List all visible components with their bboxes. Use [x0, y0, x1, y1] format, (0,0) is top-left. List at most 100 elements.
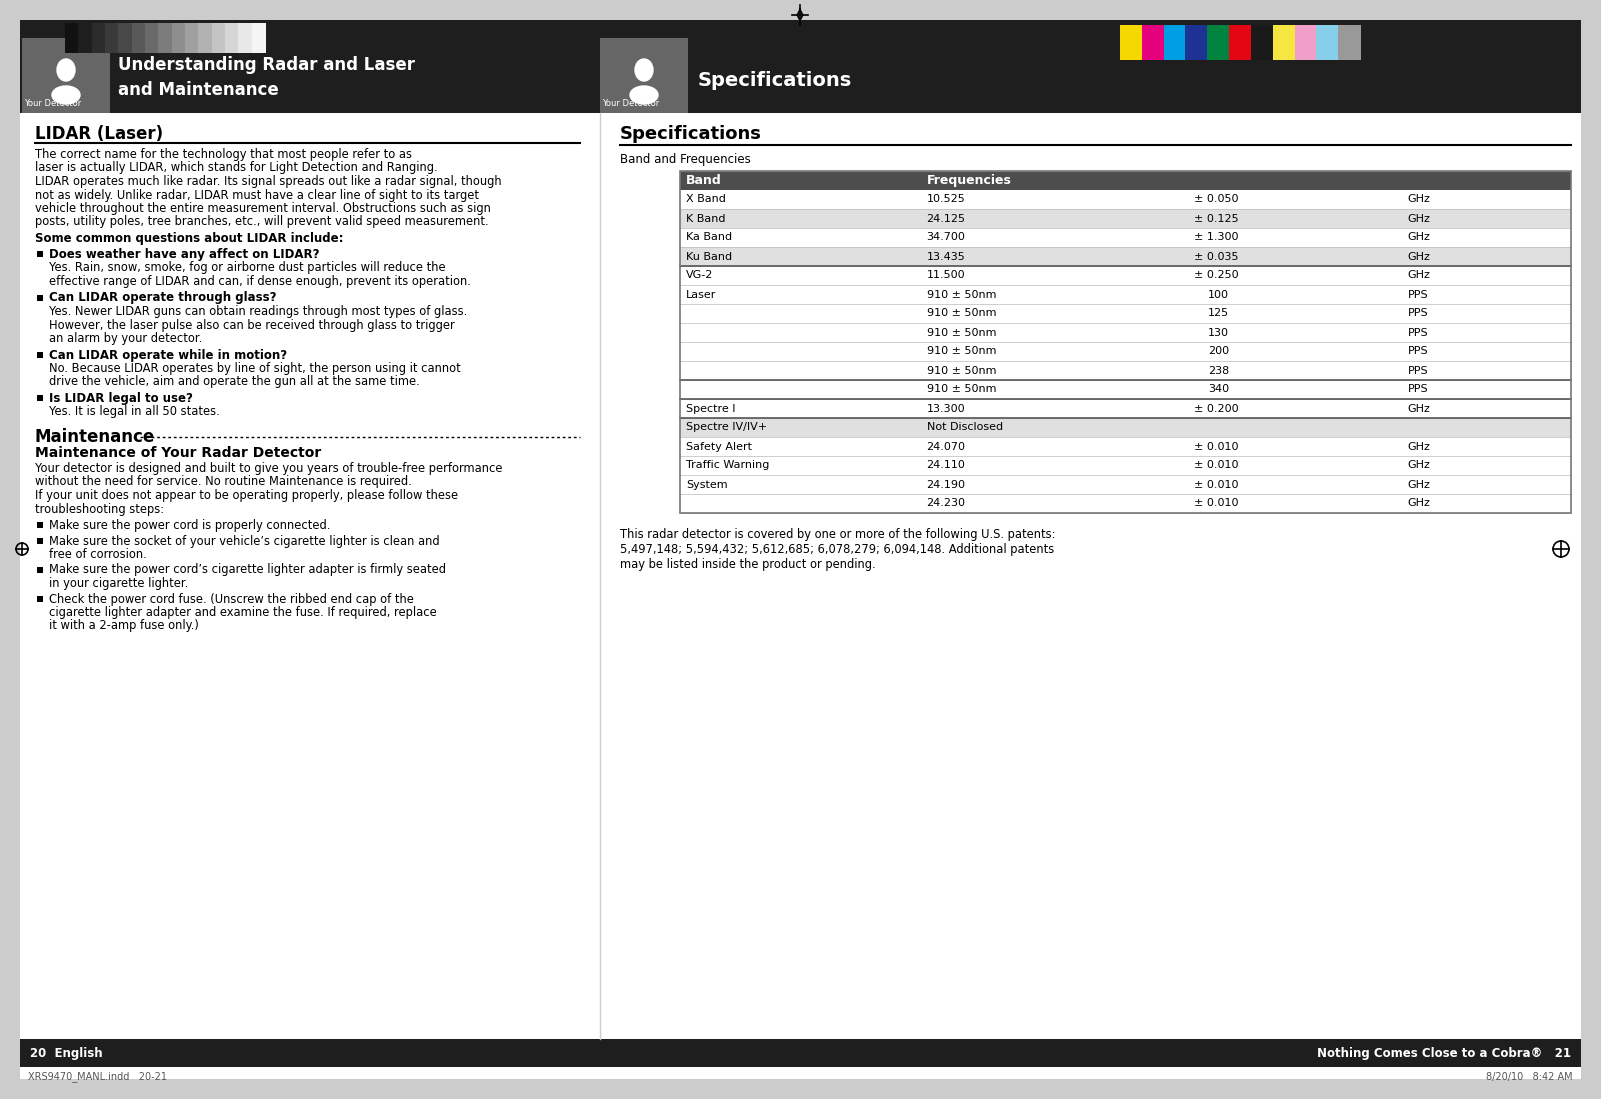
Bar: [22, 38, 110, 113]
Text: GHz: GHz: [1407, 233, 1431, 243]
Text: 910 ± 50nm: 910 ± 50nm: [927, 328, 996, 337]
Bar: [37, 596, 43, 601]
Text: System: System: [685, 479, 727, 489]
Bar: [37, 566, 43, 573]
Bar: [1295, 25, 1318, 60]
Text: Ka Band: Ka Band: [685, 233, 732, 243]
Text: without the need for service. No routine Maintenance is required.: without the need for service. No routine…: [35, 476, 411, 488]
Bar: [680, 493, 1571, 513]
Text: 11.500: 11.500: [927, 270, 965, 280]
Bar: [680, 399, 1571, 418]
Text: 10.525: 10.525: [927, 195, 965, 204]
Text: X Band: X Band: [685, 195, 725, 204]
Bar: [1273, 25, 1295, 60]
Text: GHz: GHz: [1407, 195, 1431, 204]
Text: However, the laser pulse also can be received through glass to trigger: However, the laser pulse also can be rec…: [50, 319, 455, 332]
Text: PPS: PPS: [1407, 328, 1428, 337]
Text: 8/20/10   8:42 AM: 8/20/10 8:42 AM: [1486, 1072, 1574, 1083]
Bar: [600, 38, 688, 113]
Text: Spectre I: Spectre I: [685, 403, 735, 413]
Text: 910 ± 50nm: 910 ± 50nm: [927, 366, 996, 376]
Text: Spectre IV/IV+: Spectre IV/IV+: [685, 422, 767, 433]
Bar: [680, 266, 1571, 285]
Bar: [1250, 25, 1273, 60]
Bar: [146, 23, 158, 53]
Bar: [19, 1039, 1582, 1067]
Bar: [680, 475, 1571, 493]
Bar: [37, 537, 43, 544]
Bar: [91, 23, 106, 53]
Text: 13.300: 13.300: [927, 403, 965, 413]
Bar: [37, 295, 43, 300]
Text: 340: 340: [1207, 385, 1230, 395]
Bar: [251, 23, 266, 53]
Text: 34.700: 34.700: [927, 233, 965, 243]
Bar: [1185, 25, 1207, 60]
Text: The correct name for the technology that most people refer to as: The correct name for the technology that…: [35, 148, 411, 160]
Text: Not Disclosed: Not Disclosed: [927, 422, 1002, 433]
Text: Band: Band: [685, 174, 722, 187]
Ellipse shape: [636, 59, 653, 81]
Text: This radar detector is covered by one or more of the following U.S. patents:
5,4: This radar detector is covered by one or…: [620, 528, 1055, 571]
Text: not as widely. Unlike radar, LIDAR must have a clear line of sight to its target: not as widely. Unlike radar, LIDAR must …: [35, 189, 479, 201]
Bar: [171, 23, 186, 53]
Bar: [680, 360, 1571, 380]
Bar: [680, 209, 1571, 227]
Bar: [1316, 25, 1338, 60]
Bar: [680, 418, 1571, 437]
Text: and Maintenance: and Maintenance: [118, 81, 279, 99]
Text: ± 0.250: ± 0.250: [1194, 270, 1239, 280]
Text: Yes. It is legal in all 50 states.: Yes. It is legal in all 50 states.: [50, 406, 219, 419]
Bar: [19, 20, 600, 113]
Bar: [680, 342, 1571, 360]
Text: 910 ± 50nm: 910 ± 50nm: [927, 309, 996, 319]
Text: laser is actually LIDAR, which stands for Light Detection and Ranging.: laser is actually LIDAR, which stands fo…: [35, 162, 437, 175]
Bar: [239, 23, 253, 53]
Text: ± 0.010: ± 0.010: [1194, 442, 1238, 452]
Bar: [118, 23, 133, 53]
Ellipse shape: [51, 86, 80, 104]
Bar: [1338, 25, 1361, 60]
Bar: [680, 171, 1571, 513]
Bar: [66, 23, 78, 53]
Text: 24.125: 24.125: [927, 213, 965, 223]
Bar: [37, 352, 43, 357]
Text: ± 0.010: ± 0.010: [1194, 499, 1238, 509]
Text: LIDAR operates much like radar. Its signal spreads out like a radar signal, thou: LIDAR operates much like radar. Its sign…: [35, 175, 501, 188]
Text: Yes. Rain, snow, smoke, fog or airborne dust particles will reduce the: Yes. Rain, snow, smoke, fog or airborne …: [50, 262, 445, 275]
Text: Laser: Laser: [685, 289, 716, 300]
Bar: [680, 437, 1571, 456]
Text: GHz: GHz: [1407, 479, 1431, 489]
Text: 910 ± 50nm: 910 ± 50nm: [927, 346, 996, 356]
Text: 130: 130: [1207, 328, 1230, 337]
Text: GHz: GHz: [1407, 213, 1431, 223]
Bar: [78, 23, 93, 53]
Text: Yes. Newer LIDAR guns can obtain readings through most types of glass.: Yes. Newer LIDAR guns can obtain reading…: [50, 306, 467, 318]
Text: VG-2: VG-2: [685, 270, 714, 280]
Text: 910 ± 50nm: 910 ± 50nm: [927, 385, 996, 395]
Bar: [600, 20, 1582, 113]
Text: Can LIDAR operate through glass?: Can LIDAR operate through glass?: [50, 291, 277, 304]
Bar: [680, 380, 1571, 399]
Text: ± 0.010: ± 0.010: [1194, 479, 1238, 489]
Text: Maintenance: Maintenance: [35, 428, 155, 446]
Text: PPS: PPS: [1407, 289, 1428, 300]
Text: Understanding Radar and Laser: Understanding Radar and Laser: [118, 56, 415, 74]
Text: Nothing Comes Close to a Cobra®   21: Nothing Comes Close to a Cobra® 21: [1318, 1046, 1571, 1059]
Text: it with a 2-amp fuse only.): it with a 2-amp fuse only.): [50, 620, 199, 633]
Bar: [158, 23, 173, 53]
Bar: [680, 190, 1571, 209]
Bar: [680, 304, 1571, 323]
Bar: [680, 171, 1571, 190]
Text: GHz: GHz: [1407, 499, 1431, 509]
Text: ± 0.050: ± 0.050: [1194, 195, 1238, 204]
Text: Ku Band: Ku Band: [685, 252, 732, 262]
Text: vehicle throughout the entire measurement interval. Obstructions such as sign: vehicle throughout the entire measuremen…: [35, 202, 492, 215]
Text: PPS: PPS: [1407, 346, 1428, 356]
Text: 24.230: 24.230: [927, 499, 965, 509]
Bar: [37, 395, 43, 401]
Bar: [680, 323, 1571, 342]
Text: Make sure the socket of your vehicle’s cigarette lighter is clean and: Make sure the socket of your vehicle’s c…: [50, 534, 440, 547]
Text: 24.110: 24.110: [927, 460, 965, 470]
Text: 24.190: 24.190: [927, 479, 965, 489]
